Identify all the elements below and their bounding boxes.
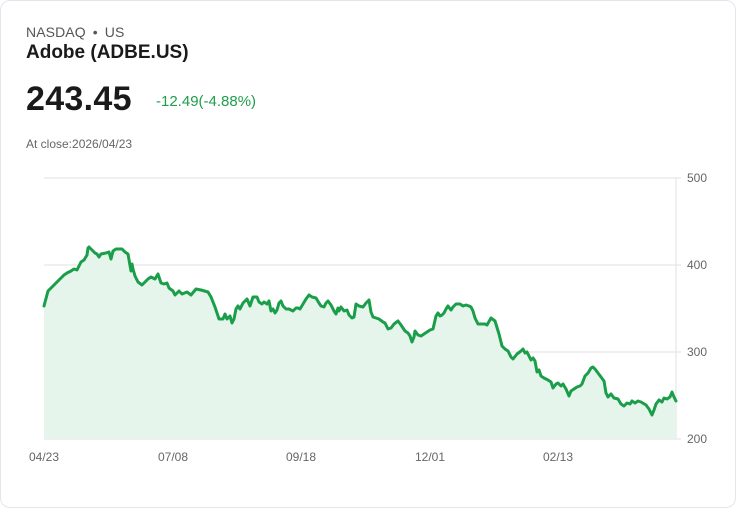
y-axis: 500 400 300 200: [687, 171, 707, 446]
y-tick-label: 500: [687, 171, 707, 185]
stock-name: Adobe (ADBE.US): [26, 42, 189, 63]
x-tick-label: 04/23: [29, 450, 59, 464]
y-tick-label: 200: [687, 432, 707, 446]
price-line: [42, 245, 678, 417]
separator-dot: •: [92, 24, 98, 40]
price-area: [44, 247, 676, 439]
x-tick-label: 12/01: [415, 450, 445, 464]
x-tick-label: 09/18: [286, 450, 316, 464]
x-tick-label: 07/08: [158, 450, 188, 464]
x-axis: 04/23 07/08 09/18 12/01 02/13: [29, 450, 573, 464]
y-tick-label: 400: [687, 258, 707, 272]
price-change: -12.49(-4.88%): [156, 93, 257, 110]
close-date: At close:2026/04/23: [26, 137, 133, 151]
region: US: [104, 24, 125, 40]
exchange-name: NASDAQ: [26, 24, 86, 40]
y-tick-label: 300: [687, 345, 707, 359]
exchange-line: NASDAQ • US: [26, 24, 124, 40]
x-tick-label: 02/13: [543, 450, 573, 464]
stock-price: 243.45: [26, 80, 132, 118]
